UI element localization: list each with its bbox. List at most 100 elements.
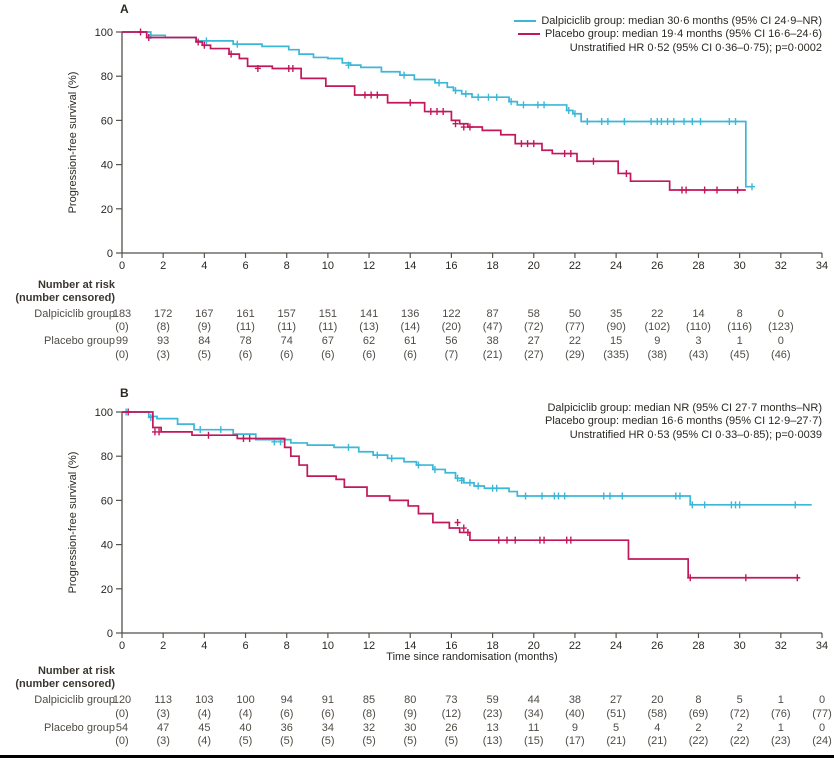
panel-a-at-risk-value: 93 xyxy=(157,335,170,347)
panel-a-at-risk-value: 50 xyxy=(568,307,582,320)
panel-a-censored-value: (43) xyxy=(688,348,709,361)
panel-b-x-tick-label: 10 xyxy=(322,640,334,652)
panel-b-legend-line: Unstratified HR 0·53 (95% CI 0·33–0·85);… xyxy=(545,428,822,442)
panel-b-dalpiciclib-curve xyxy=(122,411,812,506)
panel-a-censored-value: (110) xyxy=(686,321,711,333)
panel-a-censored-value: (7) xyxy=(444,348,459,361)
panel-b-censored-value: (58) xyxy=(647,707,668,720)
panel-b-x-tick-label: 4 xyxy=(201,640,207,652)
panel-b-y-tick-label: 20 xyxy=(101,584,113,596)
panel-a-risk-row-label: Placebo group xyxy=(44,335,115,347)
panel-a-y-tick-label: 0 xyxy=(107,248,113,260)
panel-a-risk-row-label: Dalpiciclib group xyxy=(34,307,115,320)
panel-b-y-axis-title: Progression-free survival (%) xyxy=(67,452,79,594)
panel-b-at-risk-value: 20 xyxy=(651,694,664,706)
panel-a-censored-value: (11) xyxy=(277,321,297,333)
panel-b-y-tick-label: 60 xyxy=(101,495,113,507)
panel-b-at-risk-value: 2 xyxy=(736,721,743,734)
panel-b-at-risk-value: 47 xyxy=(157,721,170,734)
panel-b-censored-value: (21) xyxy=(606,735,626,747)
panel-b-at-risk-value: 113 xyxy=(154,694,172,706)
panel-b-at-risk-value: 11 xyxy=(528,721,540,734)
panel-b-censored-value: (24) xyxy=(812,735,832,747)
panel-b-censored-value: (5) xyxy=(279,735,294,747)
panel-b-at-risk-value: 38 xyxy=(568,694,582,706)
panel-a-legend-line: Unstratified HR 0·52 (95% CI 0·36–0·75);… xyxy=(514,41,822,55)
panel-a-censored-value: (21) xyxy=(482,348,503,361)
panel-a-censored-value: (72) xyxy=(523,321,544,333)
panel-a-at-risk-value: 78 xyxy=(239,335,252,347)
panel-a-legend-text: Unstratified HR 0·52 (95% CI 0·36–0·75);… xyxy=(569,41,822,54)
bottom-rule xyxy=(0,755,834,758)
panel-a-legend-line: Dalpiciclib group: median 30·6 months (9… xyxy=(514,14,822,28)
panel-b-censored-value: (23) xyxy=(771,735,791,747)
panel-a-x-tick-label: 30 xyxy=(734,260,746,272)
panel-a-censored-value: (46) xyxy=(771,348,791,361)
panel-b-at-risk-value: 85 xyxy=(362,694,376,706)
panel-a-x-tick-label: 20 xyxy=(528,260,540,272)
panel-a-censored-value: (13) xyxy=(359,321,379,333)
panel-b-at-risk-value: 120 xyxy=(112,694,132,706)
panel-b-censored-value: (15) xyxy=(523,735,544,747)
panel-b-at-risk-value: 94 xyxy=(280,694,293,706)
panel-b-y-tick-label: 0 xyxy=(107,628,113,640)
panel-b-at-risk-value: 34 xyxy=(321,721,334,734)
panel-b-at-risk-value: 5 xyxy=(613,721,620,734)
panel-a-legend-text: Placebo group: median 19·4 months (95% C… xyxy=(545,28,822,41)
panel-b-x-tick-label: 28 xyxy=(692,640,704,652)
panel-b-placebo-curve xyxy=(122,411,800,579)
panel-b-censored-value: (5) xyxy=(403,735,417,747)
panel-a-censored-value: (20) xyxy=(441,321,462,333)
panel-a-x-tick-label: 22 xyxy=(569,260,581,272)
panel-a-censored-value: (47) xyxy=(482,321,503,333)
panel-b-censored-value: (0) xyxy=(115,735,129,747)
panel-b-censored-value: (23) xyxy=(482,707,503,720)
panel-a-censored-value: (6) xyxy=(403,348,417,361)
panel-a-x-tick-label: 34 xyxy=(816,260,828,272)
panel-a-censored-value: (116) xyxy=(727,321,753,333)
panel-a-at-risk-value: 67 xyxy=(321,335,334,347)
panel-b-at-risk-value: 30 xyxy=(404,721,417,734)
panel-b-censored-value: (5) xyxy=(444,735,459,747)
panel-b-censored-value: (5) xyxy=(362,735,376,747)
panel-b-censored-value: (0) xyxy=(115,707,129,720)
panel-a-at-risk-value: 172 xyxy=(153,307,173,320)
panel-a-censored-value: (11) xyxy=(318,321,338,333)
panel-a-placebo-curve xyxy=(122,31,746,191)
panel-b-x-tick-label: 22 xyxy=(569,640,581,652)
panel-a-at-risk-value: 14 xyxy=(692,307,705,320)
panel-b-at-risk-value: 45 xyxy=(198,721,211,734)
panel-a-x-tick-label: 32 xyxy=(775,260,787,272)
panel-b-censored-value: (34) xyxy=(523,707,544,720)
panel-a-y-tick-label: 80 xyxy=(101,71,113,83)
panel-a-x-tick-label: 18 xyxy=(486,260,498,272)
panel-a-risk-header: (number censored) xyxy=(15,292,115,304)
panel-b-x-tick-label: 2 xyxy=(160,640,166,652)
panel-b-censored-value: (51) xyxy=(606,707,626,720)
panel-b-at-risk-value: 1 xyxy=(777,721,784,734)
panel-b-censored-value: (6) xyxy=(321,707,335,720)
panel-b-x-tick-label: 14 xyxy=(404,640,416,652)
panel-a-censored-value: (6) xyxy=(279,348,294,361)
panel-a-x-tick-label: 4 xyxy=(201,260,207,272)
panel-b-censored-value: (17) xyxy=(565,735,585,747)
panel-a-at-risk-value: 0 xyxy=(777,335,784,347)
panel-a-censored-value: (90) xyxy=(606,321,626,333)
panel-a-x-tick-label: 6 xyxy=(242,260,248,272)
panel-b-at-risk-value: 44 xyxy=(527,694,540,706)
panel-b-x-tick-label: 0 xyxy=(119,640,125,652)
panel-a-y-tick-label: 60 xyxy=(101,115,113,127)
panel-a-x-tick-label: 16 xyxy=(445,260,457,272)
panel-b-at-risk-value: 27 xyxy=(609,694,623,706)
panel-a-at-risk-value: 87 xyxy=(486,307,499,320)
panel-a-at-risk-value: 9 xyxy=(654,335,661,347)
panel-b-at-risk-value: 5 xyxy=(736,694,743,706)
panel-a-y-tick-label: 40 xyxy=(101,160,113,172)
panel-a-dalpiciclib-censor-marks xyxy=(147,31,755,191)
panel-b-y-tick-label: 80 xyxy=(101,451,113,463)
panel-b-at-risk-value: 26 xyxy=(445,721,458,734)
panel-b-censored-value: (69) xyxy=(688,707,709,720)
panel-a-at-risk-value: 122 xyxy=(442,307,461,320)
panel-b-at-risk-value: 80 xyxy=(404,694,417,706)
panel-a-censored-value: (45) xyxy=(729,348,750,361)
